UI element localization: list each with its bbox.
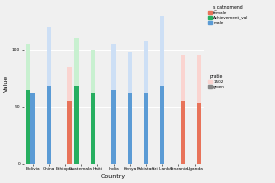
Legend: 1502, groen: 1502, groen <box>207 73 226 90</box>
Bar <box>67 67 72 164</box>
Bar <box>26 44 30 164</box>
X-axis label: Country: Country <box>101 174 126 179</box>
Bar <box>26 89 30 164</box>
Bar <box>74 38 79 164</box>
Bar <box>181 55 185 164</box>
Bar <box>197 55 201 164</box>
Bar <box>128 52 132 164</box>
Bar <box>46 86 51 164</box>
Bar <box>30 93 35 164</box>
Bar <box>128 93 132 164</box>
Bar <box>160 86 164 164</box>
Bar <box>160 16 164 164</box>
Bar <box>111 89 116 164</box>
Bar <box>144 93 148 164</box>
Y-axis label: Value: Value <box>4 75 9 92</box>
Bar <box>46 27 51 164</box>
Bar <box>197 103 201 164</box>
Bar <box>67 101 72 164</box>
Bar <box>181 101 185 164</box>
Bar <box>90 93 95 164</box>
Bar <box>74 86 79 164</box>
Bar <box>90 50 95 164</box>
Bar <box>144 41 148 164</box>
Bar <box>111 44 116 164</box>
